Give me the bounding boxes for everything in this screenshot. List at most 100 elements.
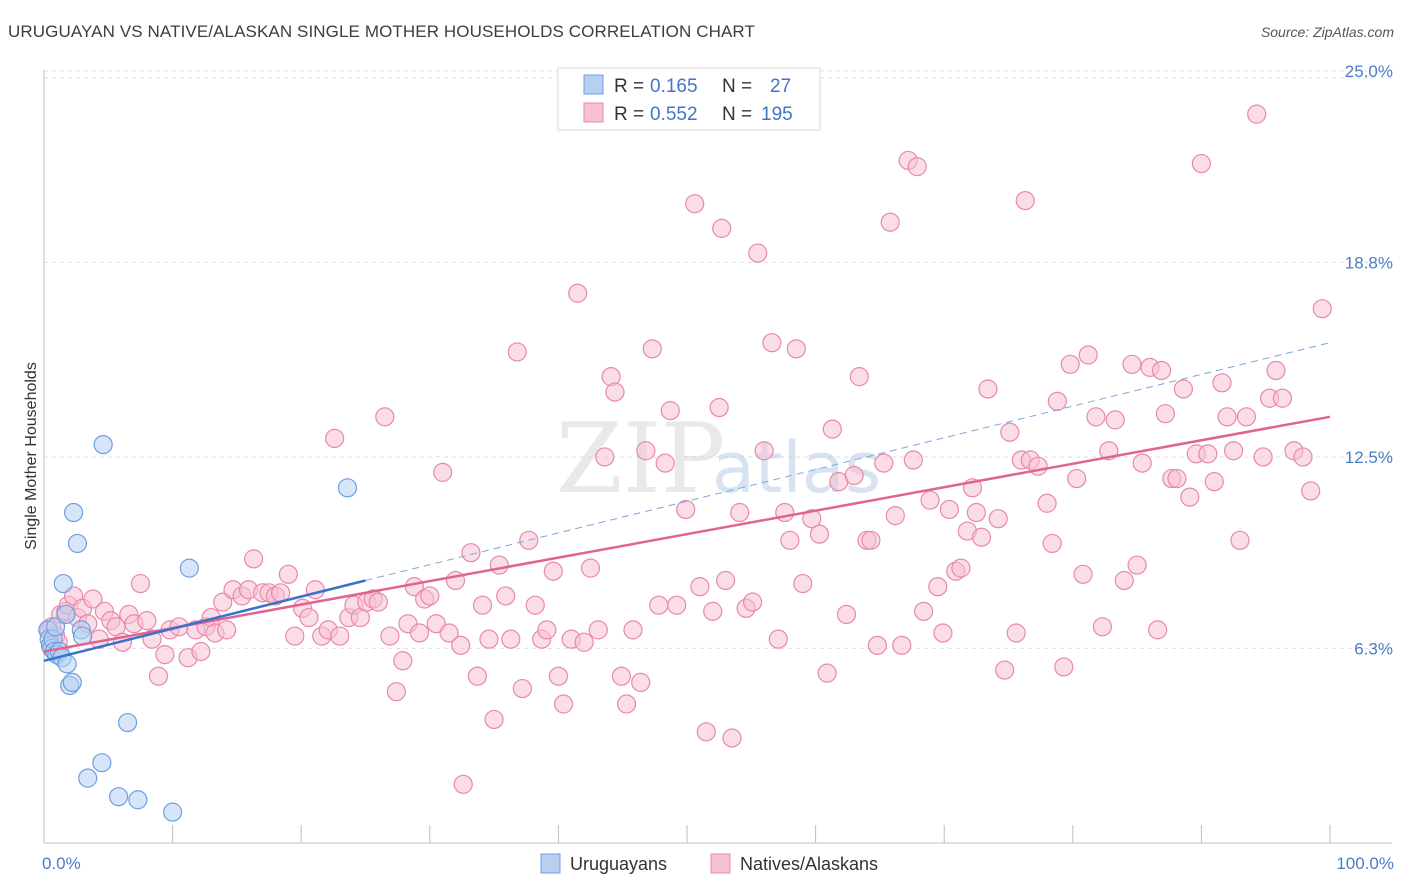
bottom-legend-label-natives: Natives/Alaskans	[740, 854, 878, 874]
native-point	[775, 502, 795, 523]
uruguayan-point	[337, 478, 358, 498]
native-point	[978, 379, 998, 399]
native-point	[786, 339, 806, 359]
native-point	[768, 629, 788, 649]
y-tick-label: 18.8%	[1345, 253, 1393, 272]
native-point	[479, 629, 499, 649]
native-point	[874, 453, 894, 473]
native-point	[285, 626, 305, 646]
uruguayan-point	[62, 672, 82, 693]
native-point	[933, 623, 953, 643]
native-point	[1180, 487, 1200, 507]
legend-r-label-natives: R =	[614, 104, 644, 125]
native-point	[703, 601, 723, 621]
native-point	[1151, 360, 1172, 381]
native-point	[130, 573, 151, 594]
native-point	[380, 626, 400, 646]
native-point	[690, 577, 710, 597]
native-point	[568, 283, 588, 303]
native-point	[715, 570, 736, 591]
stats-legend: R = 0.165 N = 27 R = 0.552 N = 195	[557, 67, 821, 131]
native-point	[537, 620, 557, 640]
native-point	[748, 243, 768, 263]
uruguayan-point	[117, 712, 138, 733]
native-point	[420, 586, 440, 606]
native-point	[1067, 468, 1087, 489]
series-uruguayans-points	[38, 434, 358, 822]
native-point	[971, 527, 992, 547]
native-point	[1217, 407, 1237, 427]
native-point	[939, 499, 959, 520]
native-point	[330, 626, 350, 646]
x-tick-label-min: 0.0%	[42, 854, 81, 873]
native-point	[822, 419, 842, 439]
native-point	[368, 592, 388, 612]
native-point	[696, 722, 716, 742]
trend-lines	[43, 342, 1331, 662]
native-point	[861, 530, 881, 550]
source-label: Source: ZipAtlas.com	[1260, 24, 1394, 40]
native-point	[1301, 481, 1321, 501]
native-point	[543, 561, 563, 581]
native-point	[1272, 388, 1293, 408]
native-point	[780, 530, 800, 550]
native-point	[914, 601, 934, 621]
native-point	[461, 543, 481, 563]
native-point	[1236, 407, 1257, 427]
native-point	[489, 555, 509, 575]
native-point	[1148, 620, 1168, 640]
native-point	[885, 506, 905, 526]
y-axis-label: Single Mother Households	[23, 362, 40, 550]
native-point	[966, 502, 986, 523]
native-point	[325, 428, 345, 449]
native-point	[1212, 373, 1232, 393]
uruguayan-trend-line	[43, 579, 366, 662]
native-point	[299, 607, 319, 628]
legend-r-value-natives: 0.552	[650, 104, 698, 125]
native-point	[1132, 453, 1152, 473]
native-point	[605, 382, 625, 402]
native-point	[580, 558, 601, 578]
native-point	[892, 635, 912, 655]
uruguayan-point	[93, 434, 113, 455]
uruguayan-point	[78, 768, 98, 788]
uruguayan-point	[56, 604, 76, 625]
native-point	[642, 339, 662, 359]
uruguayan-point	[108, 787, 129, 807]
uruguayan-point	[45, 617, 66, 637]
y-tick-label: 25.0%	[1345, 62, 1393, 81]
native-point	[1266, 360, 1286, 381]
series-natives-points	[39, 104, 1332, 794]
y-tick-label: 6.3%	[1354, 639, 1393, 658]
native-point	[1073, 564, 1093, 584]
native-point	[928, 577, 948, 597]
watermark-zip: ZIP	[556, 403, 725, 515]
native-point	[920, 490, 940, 510]
x-axis-ticks	[43, 825, 1331, 843]
native-point	[1105, 410, 1125, 430]
native-point	[1293, 447, 1313, 467]
native-point	[1015, 191, 1035, 211]
native-point	[386, 682, 406, 702]
native-point	[817, 663, 837, 683]
native-point	[667, 595, 687, 615]
native-point	[1191, 153, 1212, 174]
native-point	[426, 614, 446, 634]
native-trend-line	[43, 415, 1331, 653]
native-point	[213, 592, 233, 612]
uruguayan-point	[179, 558, 199, 578]
native-point	[1198, 444, 1218, 464]
uruguayan-point	[128, 790, 148, 810]
native-point	[685, 194, 705, 214]
native-point	[1223, 441, 1244, 461]
uruguayan-trend-extension	[365, 342, 1331, 581]
uruguayan-point	[92, 753, 112, 773]
native-point	[1000, 422, 1020, 442]
native-point	[1204, 472, 1224, 492]
native-point	[709, 397, 729, 418]
native-point	[742, 592, 763, 612]
native-point	[849, 367, 869, 387]
x-tick-label-max: 100.0%	[1336, 854, 1394, 873]
native-point	[1006, 623, 1026, 643]
